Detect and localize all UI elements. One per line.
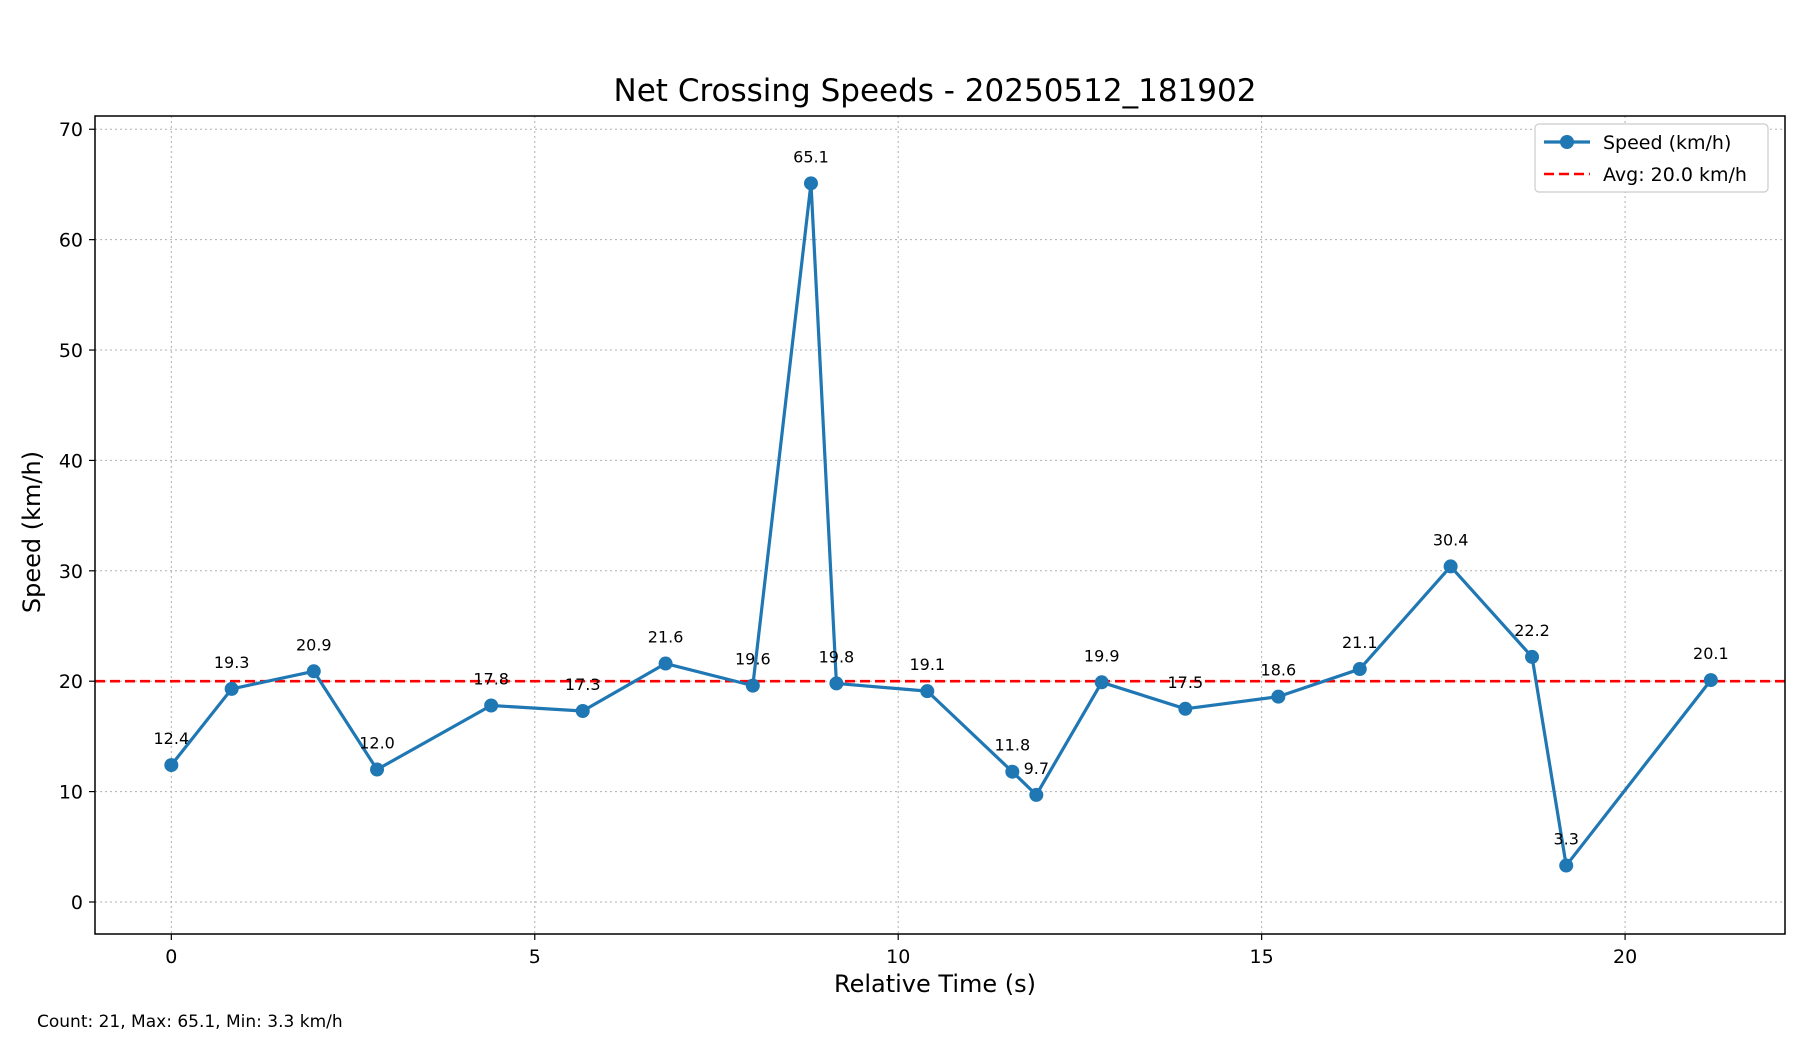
data-point <box>575 704 590 719</box>
x-tick-label: 10 <box>886 946 910 968</box>
y-tick-label: 0 <box>71 892 83 914</box>
data-label: 19.3 <box>214 653 250 672</box>
legend: Speed (km/h) Avg: 20.0 km/h <box>1534 123 1769 193</box>
y-tick-label: 50 <box>59 340 83 362</box>
data-label: 21.1 <box>1342 633 1378 652</box>
summary-footer: Count: 21, Max: 65.1, Min: 3.3 km/h <box>37 1012 343 1032</box>
data-point <box>920 684 935 699</box>
data-labels-layer: 12.4 19.3 20.9 12.0 17.8 17.3 21.6 19.6 65.1 19.8… <box>154 147 1729 848</box>
data-label: 11.8 <box>995 736 1031 755</box>
data-point <box>745 678 760 693</box>
data-label: 19.9 <box>1084 646 1120 665</box>
data-label: 19.1 <box>909 655 945 674</box>
data-point <box>803 176 818 191</box>
data-label: 22.2 <box>1514 621 1550 640</box>
x-tick-label: 5 <box>529 946 541 968</box>
y-tick-label: 30 <box>59 561 83 583</box>
x-tick-label: 15 <box>1250 946 1274 968</box>
y-tick-label: 40 <box>59 450 83 472</box>
series-layer <box>164 176 1718 873</box>
legend-series-label: Speed (km/h) <box>1603 132 1731 154</box>
data-label: 65.1 <box>793 147 829 166</box>
data-point <box>1443 559 1458 574</box>
x-tick-label: 0 <box>165 946 177 968</box>
y-axis-label: Speed (km/h) <box>18 451 46 613</box>
data-point <box>306 664 321 679</box>
data-label: 19.8 <box>819 647 855 666</box>
data-point <box>658 656 673 671</box>
data-point <box>1005 764 1020 779</box>
data-label: 17.8 <box>473 669 509 688</box>
data-label: 21.6 <box>648 628 684 647</box>
data-label: 20.1 <box>1693 644 1729 663</box>
y-tick-label: 70 <box>59 119 83 141</box>
data-label: 12.4 <box>154 729 190 748</box>
data-point <box>484 698 499 713</box>
legend-series-marker <box>1560 135 1574 149</box>
data-point <box>1559 858 1574 873</box>
data-label: 12.0 <box>359 734 395 753</box>
plot-frame <box>94 115 1786 935</box>
data-point <box>1271 689 1286 704</box>
x-tick-label: 20 <box>1613 946 1637 968</box>
data-label: 17.3 <box>565 675 601 694</box>
data-label: 20.9 <box>296 635 332 654</box>
data-label: 17.5 <box>1168 673 1204 692</box>
data-point <box>370 762 385 777</box>
data-point <box>1094 675 1109 690</box>
data-point <box>1029 787 1044 802</box>
y-tick-label: 20 <box>59 671 83 693</box>
data-point <box>1703 673 1718 688</box>
data-point <box>1525 649 1540 664</box>
y-tick-label: 10 <box>59 782 83 804</box>
series-line <box>170 181 1713 868</box>
legend-average-label: Avg: 20.0 km/h <box>1603 164 1747 186</box>
legend-box <box>1534 123 1769 193</box>
y-tick-label: 60 <box>59 230 83 252</box>
data-label: 9.7 <box>1024 759 1049 778</box>
data-point <box>1352 662 1367 677</box>
data-label: 19.6 <box>735 650 771 669</box>
grid <box>95 116 1785 934</box>
data-label: 3.3 <box>1553 830 1578 849</box>
data-point <box>224 681 239 696</box>
data-label: 30.4 <box>1433 530 1469 549</box>
data-label: 18.6 <box>1261 661 1297 680</box>
chart-title: Net Crossing Speeds - 20250512_181902 <box>614 73 1257 109</box>
data-point <box>1178 701 1193 716</box>
data-point <box>829 676 844 691</box>
data-point <box>164 758 179 773</box>
x-axis-label: Relative Time (s) <box>834 970 1036 998</box>
ticks-layer: 0 5 10 15 20 0 10 20 30 40 50 60 70 <box>59 119 1637 968</box>
